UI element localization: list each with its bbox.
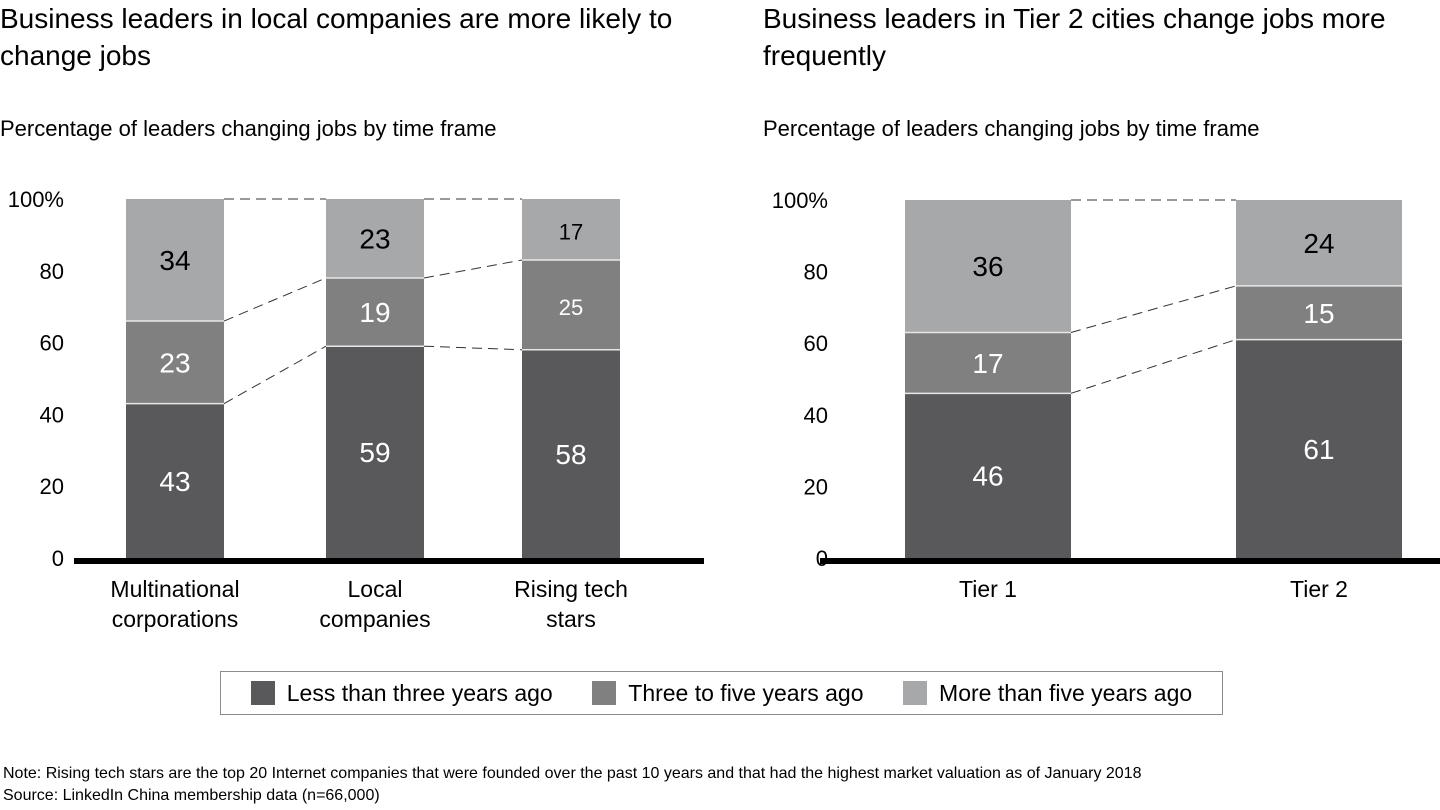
data-label: 36 — [972, 251, 1003, 282]
bar-segment-less-than-three — [905, 393, 1071, 558]
right-chart-title: Business leaders in Tier 2 cities change… — [763, 3, 1386, 71]
dashed-connector — [223, 277, 327, 322]
x-category-label: Tier 2 — [1290, 576, 1348, 602]
y-tick-label: 100% — [8, 187, 64, 212]
dashed-connector — [223, 345, 327, 405]
y-tick-label: 60 — [40, 331, 64, 356]
legend-swatch-more-than-five — [903, 681, 928, 705]
data-label: 25 — [559, 295, 583, 320]
legend-label: More than five years ago — [939, 679, 1193, 706]
bar-segment-less-than-three — [326, 346, 424, 558]
bar-segment-more-than-five — [326, 199, 424, 278]
legend-label: Three to five years ago — [628, 679, 864, 706]
bar-segment-more-than-five — [905, 200, 1071, 333]
bar-segment-three-to-five — [126, 321, 224, 404]
bar-segment-more-than-five — [522, 199, 620, 261]
data-label: 23 — [159, 347, 190, 378]
footnote-source: Source: LinkedIn China membership data (… — [3, 787, 380, 804]
y-tick-label: 20 — [804, 474, 828, 499]
bar-segment-three-to-five — [905, 332, 1071, 394]
data-label: 46 — [972, 461, 1003, 492]
bar-segment-three-to-five — [326, 277, 424, 347]
y-tick-label: 80 — [804, 260, 828, 285]
left-stacked-bar-chart: 0 20 40 60 80 100% 43 23 34 Multinational corporat… — [8, 187, 704, 632]
dashed-connector — [423, 345, 523, 351]
legend-item-three-to-five: Three to five years ago — [592, 679, 864, 707]
bar-segment-more-than-five — [126, 199, 224, 322]
dashed-connector — [423, 259, 523, 279]
x-category-label: corporations — [112, 606, 239, 632]
data-label: 19 — [359, 297, 390, 328]
legend-swatch-three-to-five — [592, 681, 617, 705]
y-tick-label: 100% — [772, 188, 828, 213]
y-tick-label: 40 — [40, 402, 64, 427]
bar-segment-less-than-three — [126, 403, 224, 558]
data-label: 58 — [555, 439, 586, 470]
bar-segment-less-than-three — [522, 349, 620, 558]
dashed-connector — [1070, 339, 1237, 394]
data-label: 17 — [559, 220, 583, 245]
legend-item-less-than-three: Less than three years ago — [250, 679, 553, 707]
left-chart-title: Business leaders in local companies are … — [0, 3, 673, 71]
x-category-label: Multinational — [110, 576, 239, 602]
bar-segment-less-than-three — [1236, 339, 1402, 558]
data-label: 23 — [359, 223, 390, 254]
data-label: 61 — [1303, 434, 1334, 465]
bar-segment-more-than-five — [1236, 200, 1402, 286]
data-label: 15 — [1303, 298, 1334, 329]
legend: Less than three years ago Three to five … — [220, 671, 1223, 715]
y-tick-label: 20 — [40, 474, 64, 499]
dashed-connector — [1070, 285, 1237, 333]
bar-segment-three-to-five — [522, 260, 620, 350]
legend-label: Less than three years ago — [286, 679, 553, 706]
y-tick-label: 80 — [40, 259, 64, 284]
x-category-label: stars — [546, 606, 596, 632]
data-label: 34 — [159, 245, 190, 276]
y-tick-label: 60 — [804, 331, 828, 356]
data-label: 59 — [359, 437, 390, 468]
legend-swatch-less-than-three — [250, 681, 275, 705]
y-tick-label: 40 — [804, 403, 828, 428]
left-chart-subtitle: Percentage of leaders changing jobs by t… — [0, 116, 497, 141]
x-category-label: Rising tech — [514, 576, 628, 602]
data-label: 43 — [159, 466, 190, 497]
y-tick-label: 0 — [52, 546, 64, 571]
bar-segment-three-to-five — [1236, 285, 1402, 340]
data-label: 17 — [972, 348, 1003, 379]
x-category-label: companies — [319, 606, 430, 632]
x-category-label: Local — [348, 576, 403, 602]
footnote-note: Note: Rising tech stars are the top 20 I… — [3, 765, 1142, 782]
x-category-label: Tier 1 — [959, 576, 1017, 602]
legend-item-more-than-five: More than five years ago — [903, 680, 1192, 707]
data-label: 24 — [1303, 228, 1334, 259]
right-chart-subtitle: Percentage of leaders changing jobs by t… — [763, 116, 1260, 141]
